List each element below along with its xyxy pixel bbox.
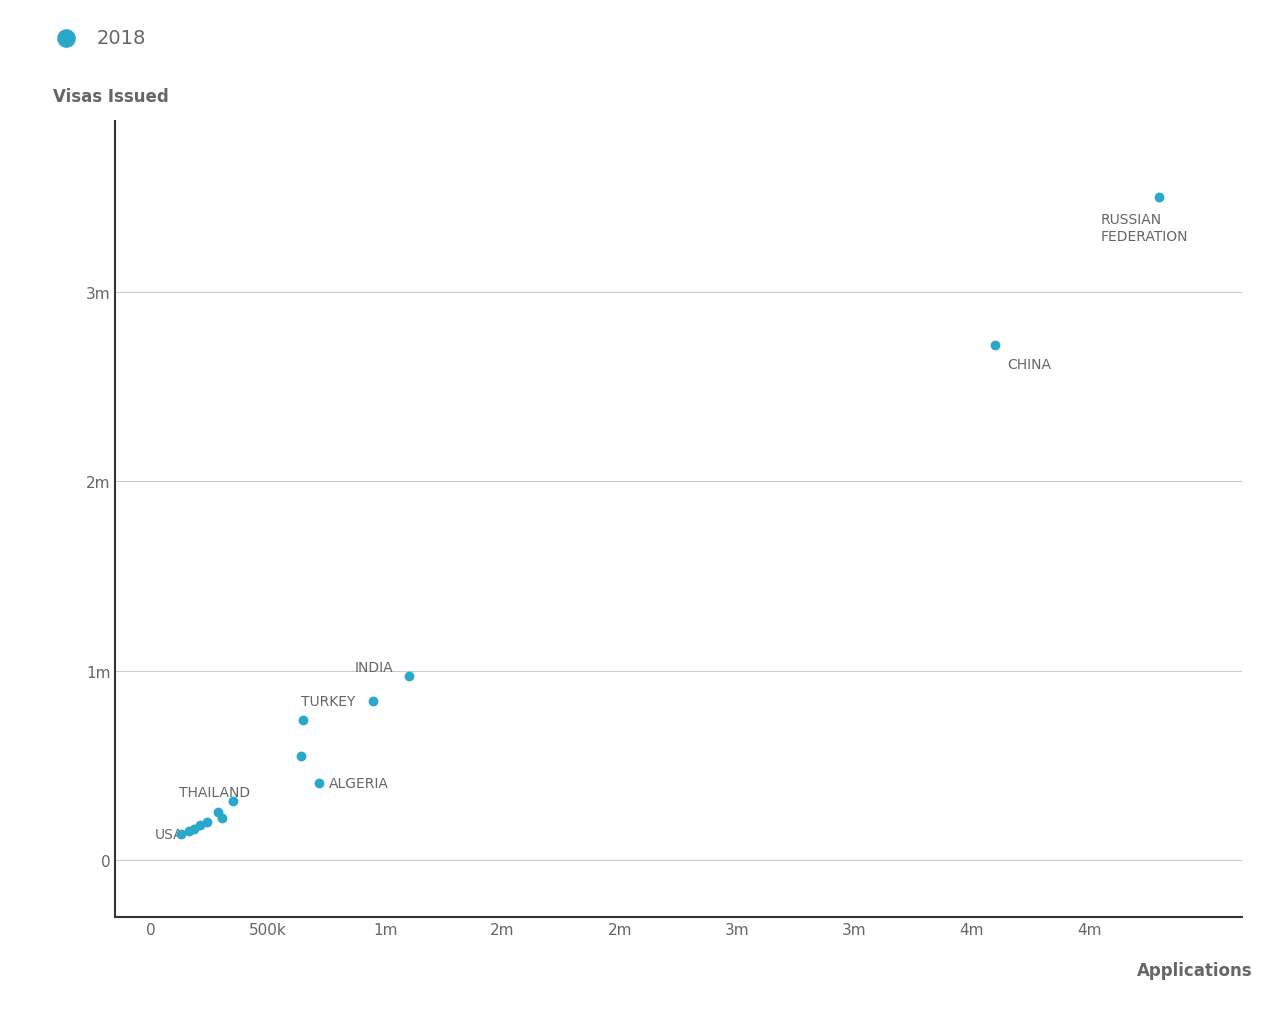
Point bbox=[209, 804, 229, 820]
Text: RUSSIAN
FEDERATION: RUSSIAN FEDERATION bbox=[1101, 213, 1188, 244]
Point bbox=[170, 825, 191, 842]
Text: ALGERIA: ALGERIA bbox=[329, 775, 389, 790]
Point bbox=[364, 693, 384, 709]
Point bbox=[196, 814, 216, 830]
Point bbox=[189, 817, 210, 834]
Point bbox=[293, 712, 314, 729]
Legend: 2018: 2018 bbox=[46, 29, 146, 48]
Point bbox=[183, 821, 204, 838]
Point bbox=[1149, 190, 1170, 206]
Point bbox=[223, 794, 243, 810]
Y-axis label: Visas Issued: Visas Issued bbox=[54, 89, 169, 106]
Text: CHINA: CHINA bbox=[1007, 358, 1051, 372]
Point bbox=[308, 774, 329, 791]
Text: TURKEY: TURKEY bbox=[301, 694, 355, 708]
Point bbox=[179, 823, 200, 840]
Point bbox=[291, 748, 311, 764]
Text: INDIA: INDIA bbox=[355, 660, 393, 675]
Point bbox=[211, 809, 232, 825]
Text: THAILAND: THAILAND bbox=[178, 786, 250, 799]
Point bbox=[398, 668, 419, 685]
Point bbox=[984, 337, 1005, 354]
X-axis label: Applications: Applications bbox=[1137, 961, 1253, 979]
Text: USA: USA bbox=[155, 826, 184, 841]
